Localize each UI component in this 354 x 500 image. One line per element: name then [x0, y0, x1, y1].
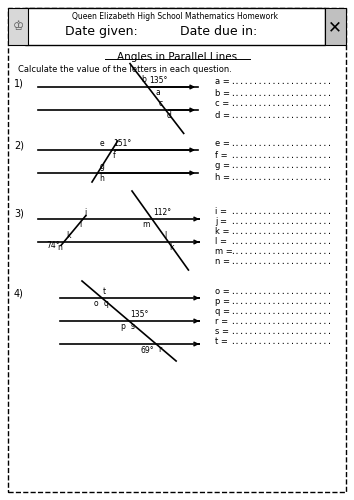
Text: k =: k =	[215, 228, 229, 236]
Text: h: h	[99, 174, 104, 183]
Text: ......................: ......................	[230, 150, 332, 160]
Text: ......................: ......................	[230, 288, 332, 296]
Text: m: m	[143, 220, 150, 229]
Text: g =: g =	[215, 162, 230, 170]
Text: 69°: 69°	[140, 346, 154, 355]
Text: t: t	[103, 287, 106, 296]
Text: l: l	[164, 231, 166, 240]
Text: ......................: ......................	[230, 248, 332, 256]
Text: e =: e =	[215, 140, 230, 148]
Text: o =: o =	[215, 288, 230, 296]
Text: b =: b =	[215, 88, 230, 98]
Text: k: k	[66, 231, 70, 240]
Text: k: k	[170, 243, 174, 252]
Text: d =: d =	[215, 110, 230, 120]
Text: a =: a =	[215, 78, 230, 86]
Text: s =: s =	[215, 328, 229, 336]
Text: f =: f =	[215, 150, 228, 160]
Text: n: n	[57, 243, 62, 252]
Text: Date due in:: Date due in:	[180, 25, 257, 38]
Text: Queen Elizabeth High School Mathematics Homework: Queen Elizabeth High School Mathematics …	[72, 12, 278, 21]
Text: ......................: ......................	[230, 318, 332, 326]
Text: Angles in Parallel Lines: Angles in Parallel Lines	[117, 52, 237, 62]
Text: ......................: ......................	[230, 140, 332, 148]
Text: d: d	[167, 111, 172, 120]
Text: l =: l =	[215, 238, 227, 246]
Text: 151°: 151°	[113, 139, 131, 148]
FancyBboxPatch shape	[25, 8, 325, 45]
Text: i: i	[79, 220, 81, 229]
Text: m =: m =	[215, 248, 233, 256]
Text: ......................: ......................	[230, 162, 332, 170]
Text: ......................: ......................	[230, 218, 332, 226]
Text: q: q	[104, 299, 109, 308]
Text: 135°: 135°	[130, 310, 148, 319]
Text: ......................: ......................	[230, 100, 332, 108]
Text: n =: n =	[215, 258, 230, 266]
Text: g: g	[99, 162, 104, 171]
Text: ......................: ......................	[230, 110, 332, 120]
Text: 112°: 112°	[153, 208, 171, 217]
Text: i =: i =	[215, 208, 227, 216]
Text: t =: t =	[215, 338, 228, 346]
Text: p: p	[120, 322, 125, 331]
FancyBboxPatch shape	[8, 8, 28, 45]
Text: ......................: ......................	[230, 208, 332, 216]
Text: Date given:: Date given:	[65, 25, 138, 38]
Text: 4): 4)	[14, 288, 24, 298]
Text: ......................: ......................	[230, 78, 332, 86]
Text: s: s	[131, 322, 135, 331]
Text: ......................: ......................	[230, 172, 332, 182]
Text: c: c	[159, 99, 163, 108]
Text: ......................: ......................	[230, 238, 332, 246]
Text: f: f	[113, 151, 116, 160]
Text: p =: p =	[215, 298, 230, 306]
Text: ......................: ......................	[230, 88, 332, 98]
Text: o: o	[93, 299, 98, 308]
Text: 3): 3)	[14, 208, 24, 218]
FancyBboxPatch shape	[325, 8, 346, 45]
Text: b: b	[141, 75, 146, 84]
Text: r: r	[158, 345, 161, 354]
Text: 74°: 74°	[46, 241, 59, 250]
Text: ......................: ......................	[230, 328, 332, 336]
Text: ......................: ......................	[230, 258, 332, 266]
Text: ......................: ......................	[230, 228, 332, 236]
Text: e: e	[99, 139, 104, 148]
Text: 135°: 135°	[149, 76, 167, 85]
Text: ......................: ......................	[230, 338, 332, 346]
Text: ♔: ♔	[12, 20, 24, 34]
Text: r =: r =	[215, 318, 228, 326]
Text: Calculate the value of the letters in each question.: Calculate the value of the letters in ea…	[18, 65, 232, 74]
Text: ......................: ......................	[230, 308, 332, 316]
Text: q =: q =	[215, 308, 230, 316]
Text: a: a	[156, 88, 161, 97]
Text: j: j	[84, 208, 86, 217]
Text: c =: c =	[215, 100, 229, 108]
Text: h =: h =	[215, 172, 230, 182]
Text: 2): 2)	[14, 140, 24, 150]
Text: ......................: ......................	[230, 298, 332, 306]
Text: j =: j =	[215, 218, 227, 226]
Text: 1): 1)	[14, 78, 24, 88]
Text: ✕: ✕	[328, 18, 342, 36]
